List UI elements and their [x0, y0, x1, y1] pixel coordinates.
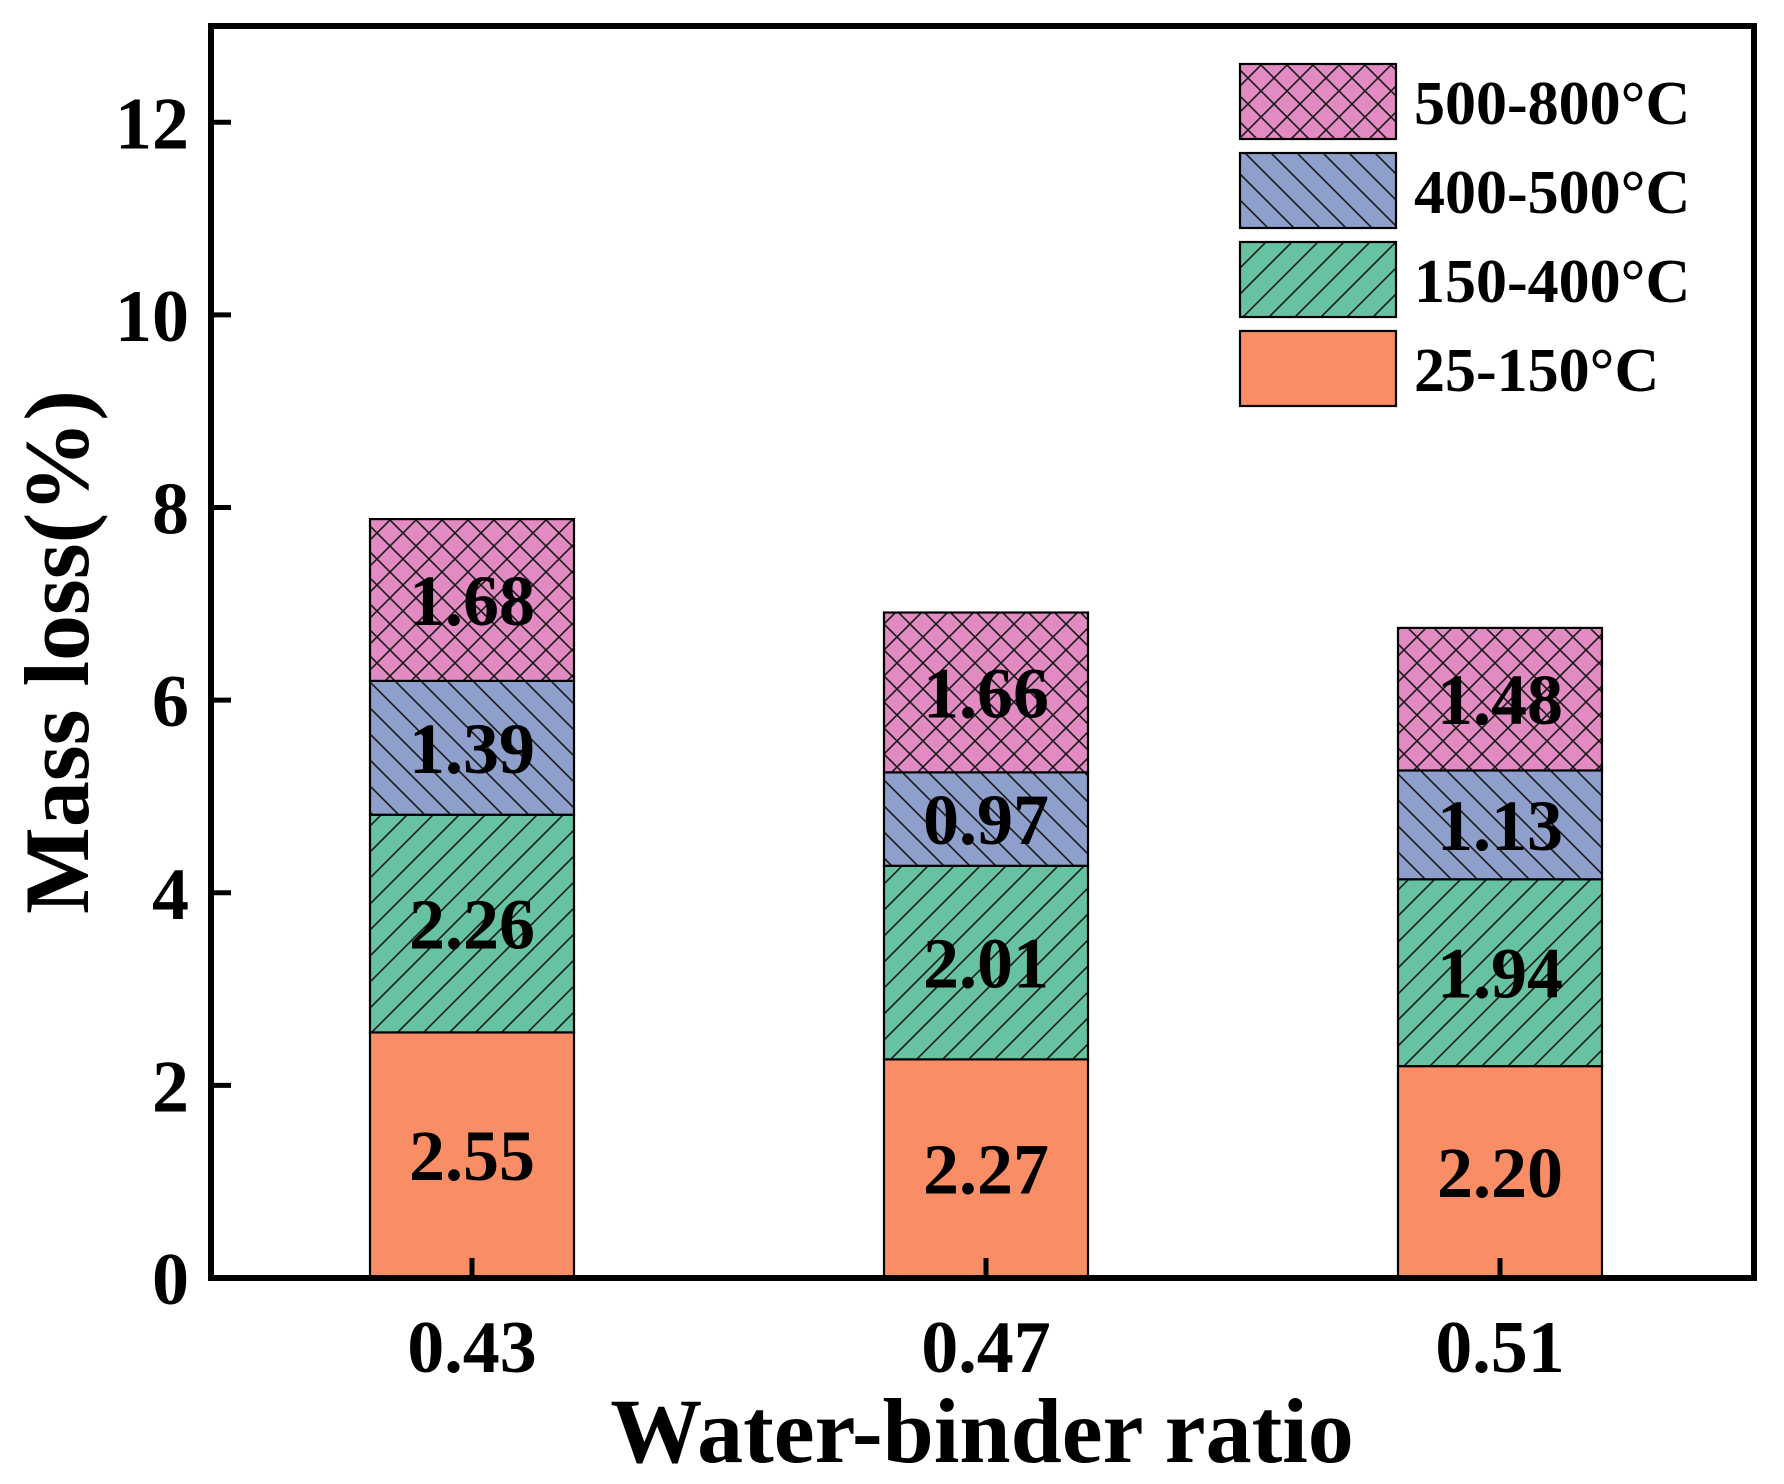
- x-tick-label: 0.43: [407, 1307, 537, 1389]
- legend-swatch-outline: [1238, 151, 1398, 230]
- data-label: 1.48: [1437, 660, 1563, 740]
- y-tick-label: 0: [152, 1239, 189, 1321]
- data-label: 1.94: [1437, 934, 1563, 1014]
- plot-frame: [208, 23, 1757, 1281]
- bar-segment-hatch: [1398, 879, 1602, 1067]
- legend-swatch-outline: [1238, 62, 1398, 141]
- data-label: 2.26: [409, 885, 535, 965]
- bar-segment-group: 2.01: [882, 864, 1090, 1061]
- bar-segment-hatch: [1398, 627, 1602, 771]
- legend-item: 500-800°C: [1238, 62, 1690, 141]
- data-label: 1.13: [1437, 786, 1563, 866]
- legend-label: 400-500°C: [1414, 159, 1690, 227]
- bar-segment: [884, 1059, 1088, 1278]
- bar-segment-group: 1.66: [882, 611, 1090, 774]
- data-label: 2.55: [409, 1116, 535, 1196]
- data-label: 1.39: [409, 709, 535, 789]
- bar-segment-outline: [882, 611, 1090, 774]
- legend-swatch-hatch: [1240, 153, 1396, 228]
- bar-segment-group: 1.68: [368, 517, 576, 682]
- ticks-layer: 0 2 4 6 8 10 12 0.43 0.47 0.51: [115, 83, 1565, 1389]
- legend-swatch-hatch: [1240, 64, 1396, 139]
- legend: 500-800°C 400-500°C 150-400°C 25-150°C: [1238, 62, 1690, 408]
- legend-item: 400-500°C: [1238, 151, 1690, 230]
- bar-segment-hatch: [370, 680, 574, 815]
- legend-swatch-outline: [1238, 240, 1398, 319]
- bar-segment-group: 1.39: [368, 679, 576, 816]
- bar-segment-hatch: [884, 612, 1088, 773]
- legend-swatch-outline: [1238, 329, 1398, 408]
- x-tick-label: 0.51: [1435, 1307, 1565, 1389]
- data-label: 2.01: [923, 924, 1049, 1004]
- y-tick-label: 6: [152, 661, 189, 743]
- x-axis-title: Water-binder ratio: [610, 1380, 1354, 1482]
- data-label: 1.68: [409, 561, 535, 641]
- bar-segment-group: 0.97: [882, 771, 1090, 867]
- bar-segment-hatch: [370, 519, 574, 681]
- data-label: 2.27: [923, 1130, 1049, 1210]
- data-label: 0.97: [923, 780, 1049, 860]
- bar-segment: [370, 1032, 574, 1278]
- bar-segment-group: 1.13: [1396, 769, 1604, 881]
- legend-label: 500-800°C: [1414, 70, 1690, 138]
- y-tick-label: 4: [152, 854, 189, 936]
- y-tick-label: 10: [115, 276, 189, 358]
- bar-segment-group: 2.27: [882, 1058, 1090, 1280]
- bar-segment-outline: [1396, 626, 1604, 772]
- x-tick-label: 0.47: [921, 1307, 1051, 1389]
- bar-segment-hatch: [370, 814, 574, 1033]
- bar-segment-group: 2.26: [368, 813, 576, 1034]
- y-tick-label: 2: [152, 1046, 189, 1128]
- bar-segment-hatch: [884, 772, 1088, 866]
- legend-item: 150-400°C: [1238, 240, 1690, 319]
- y-tick-label: 8: [152, 469, 189, 551]
- bar-segment-group: 2.20: [1396, 1065, 1604, 1280]
- bar-segment: [1398, 1066, 1602, 1278]
- bar-segment-group: 1.48: [1396, 626, 1604, 772]
- bar-segment-hatch: [884, 865, 1088, 1060]
- legend-label: 150-400°C: [1414, 248, 1690, 316]
- bar-segment-hatch: [1398, 770, 1602, 880]
- legend-label: 25-150°C: [1414, 337, 1659, 405]
- legend-swatch: [1240, 331, 1396, 406]
- bar-segment-group: 1.94: [1396, 878, 1604, 1068]
- data-label: 2.20: [1437, 1133, 1563, 1213]
- y-axis-title: Mass loss(%): [6, 390, 108, 914]
- bar-segment-group: 2.55: [368, 1031, 576, 1280]
- data-label: 1.66: [923, 653, 1049, 733]
- bar-segment-outline: [368, 517, 576, 682]
- legend-item: 25-150°C: [1238, 329, 1659, 408]
- legend-swatch-hatch: [1240, 242, 1396, 317]
- bars-layer: 2.55 2.26 1.39 1.68 2.27 2.01 0.97 1.66 2.20 1.94…: [368, 517, 1604, 1280]
- y-tick-label: 12: [115, 83, 189, 165]
